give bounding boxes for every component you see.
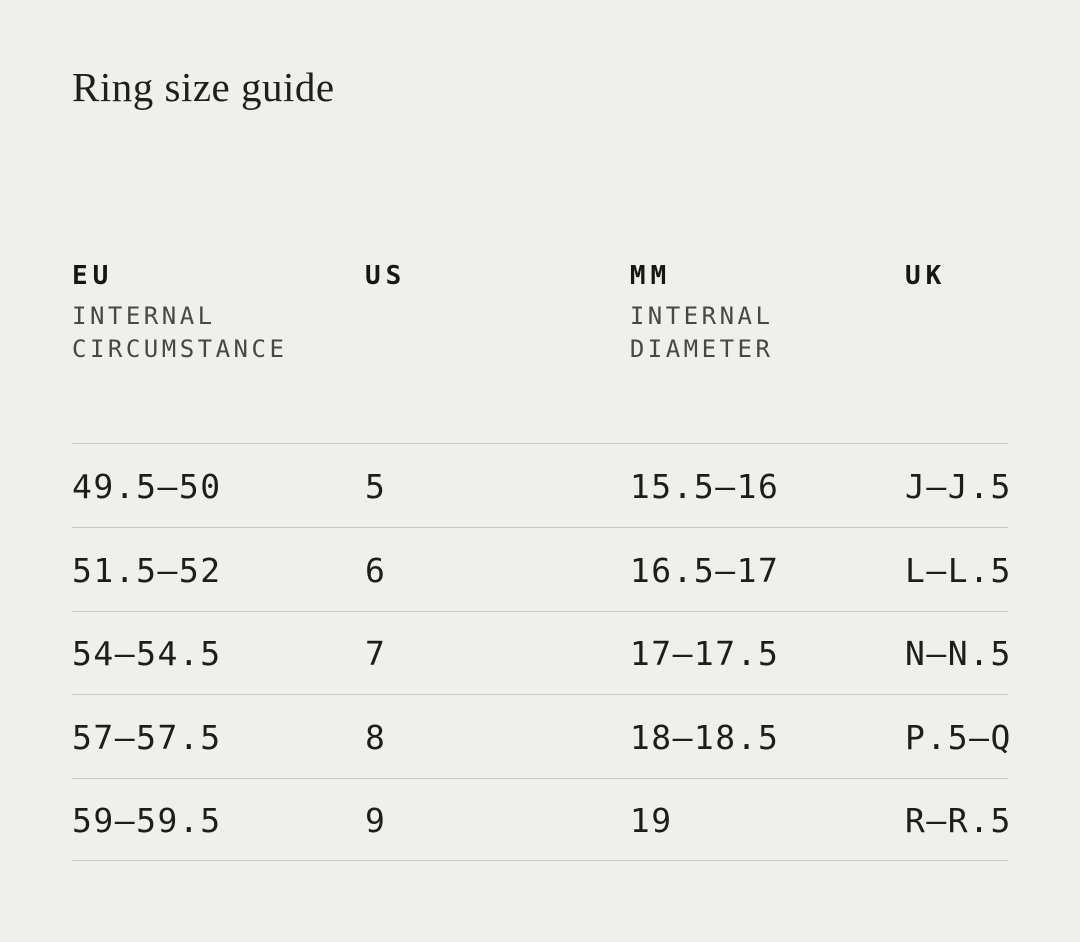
column-label: US [364, 261, 407, 292]
table-row: 51.5—52 6 16.5—17 L—L.5 [72, 526, 1012, 611]
cell-eu: 57—57.5 [72, 717, 222, 757]
size-table-header: EU INTERNAL CIRCUMSTANCE US MM INTERNAL DIAMET… [72, 263, 1008, 366]
table-row: 54—54.5 7 17—17.5 N—N.5 [72, 610, 1012, 695]
column-label: MM [629, 261, 672, 292]
cell-us: 7 [364, 634, 387, 674]
column-sublabel-line: CIRCUMSTANCE [72, 335, 288, 364]
table-row: 57—57.5 8 18—18.5 P.5—Q [72, 694, 1012, 778]
column-label: EU [72, 261, 114, 292]
page-title: Ring size guide [72, 64, 335, 110]
column-header-us: US [365, 263, 630, 366]
cell-uk: J—J.5 [905, 467, 1012, 507]
cell-eu: 54—54.5 [72, 634, 222, 674]
column-sublabel-line: DIAMETER [629, 335, 774, 364]
cell-us: 5 [364, 467, 387, 507]
table-row: 49.5—50 5 15.5—16 J—J.5 [72, 443, 1012, 527]
column-header-mm: MM INTERNAL DIAMETER [630, 263, 905, 366]
cell-mm: 18—18.5 [629, 717, 780, 757]
cell-eu: 59—59.5 [72, 801, 222, 841]
column-label: UK [905, 261, 947, 292]
cell-us: 8 [364, 717, 387, 757]
cell-eu: 49.5—50 [72, 467, 222, 507]
size-table-body: 49.5—50 5 15.5—16 J—J.5 51.5—52 6 16.5—17 L—L.5… [72, 443, 1012, 862]
cell-us: 9 [364, 801, 387, 841]
column-header-eu: EU INTERNAL CIRCUMSTANCE [72, 263, 365, 366]
column-sublabel-line: INTERNAL [629, 302, 774, 331]
column-header-uk: UK [905, 263, 1008, 366]
cell-uk: P.5—Q [905, 717, 1012, 757]
column-sublabel: INTERNAL DIAMETER [630, 300, 905, 366]
column-sublabel: INTERNAL CIRCUMSTANCE [72, 300, 365, 366]
cell-mm: 17—17.5 [629, 634, 780, 674]
cell-mm: 15.5—16 [629, 467, 780, 507]
table-row: 59—59.5 9 19 R—R.5 [72, 777, 1012, 862]
cell-uk: R—R.5 [905, 801, 1012, 841]
cell-eu: 51.5—52 [72, 550, 222, 590]
cell-uk: N—N.5 [905, 634, 1012, 674]
cell-us: 6 [364, 550, 387, 590]
cell-mm: 16.5—17 [629, 550, 780, 590]
size-table: EU INTERNAL CIRCUMSTANCE US MM INTERNAL DIAMET… [72, 263, 1012, 862]
column-sublabel-line: INTERNAL [72, 302, 216, 331]
cell-uk: L—L.5 [905, 550, 1012, 590]
cell-mm: 19 [629, 801, 673, 841]
